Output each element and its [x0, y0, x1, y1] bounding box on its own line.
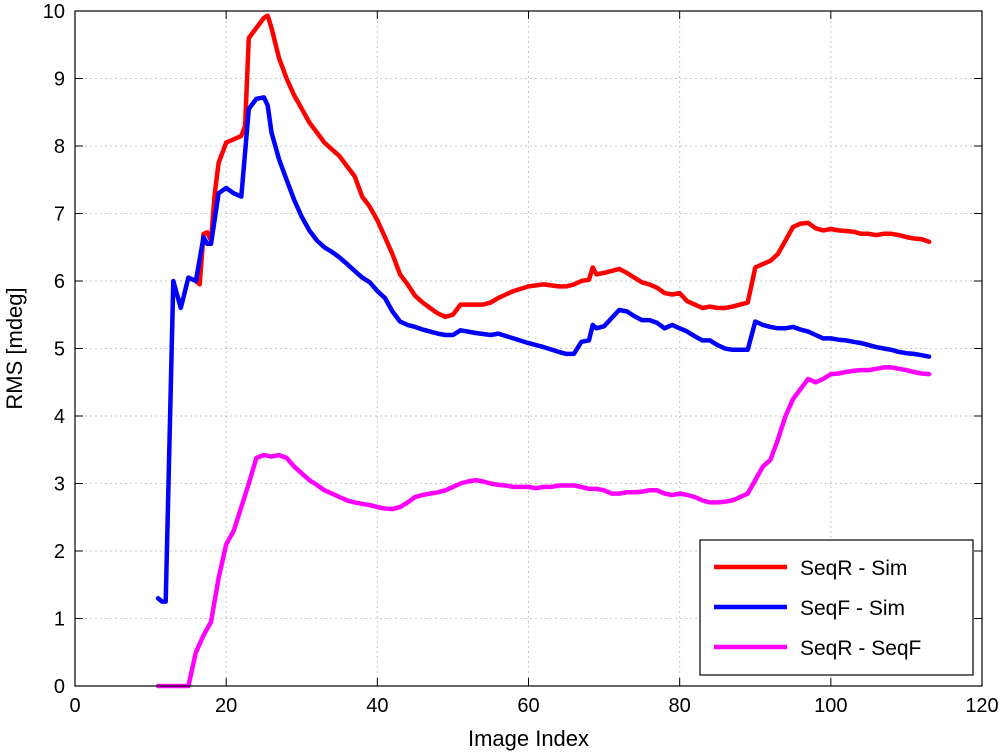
x-axis-title: Image Index [468, 726, 589, 751]
axis-ticks [74, 10, 983, 687]
x-tick-label: 80 [669, 695, 691, 717]
y-tick-label: 2 [54, 541, 65, 563]
y-tick-label: 1 [54, 609, 65, 631]
legend-label-seqf-sim: SeqF - Sim [800, 597, 905, 620]
y-tick-label: 5 [54, 339, 65, 361]
x-tick-label: 40 [366, 695, 388, 717]
y-tick-label: 7 [54, 204, 65, 226]
legend-label-seqr-seqf: SeqR - SeqF [800, 637, 921, 660]
series-line-seqr-seqf [155, 365, 932, 689]
series-line-seqf-sim [155, 95, 932, 604]
y-tick-label: 3 [54, 474, 65, 496]
y-tick-label: 4 [54, 406, 65, 428]
series-line-seqr-sim [193, 13, 932, 320]
x-tick-label: 100 [814, 695, 847, 717]
y-tick-label: 10 [43, 1, 65, 23]
y-axis-title: RMS [mdeg] [2, 287, 27, 409]
x-tick-label: 0 [69, 695, 80, 717]
y-tick-label: 6 [54, 271, 65, 293]
tick-labels: 0 20 40 60 80 100 120 0 1 2 3 4 5 6 7 8 9 10 [43, 1, 999, 717]
x-tick-label: 60 [517, 695, 539, 717]
y-tick-label: 0 [54, 676, 65, 698]
x-tick-label: 20 [215, 695, 237, 717]
legend: SeqR - Sim SeqF - Sim SeqR - SeqF [699, 539, 974, 676]
x-tick-label: 120 [965, 695, 998, 717]
y-tick-label: 9 [54, 69, 65, 91]
legend-label-seqr-sim: SeqR - Sim [800, 557, 907, 580]
y-tick-label: 8 [54, 136, 65, 158]
series-group [155, 13, 932, 689]
